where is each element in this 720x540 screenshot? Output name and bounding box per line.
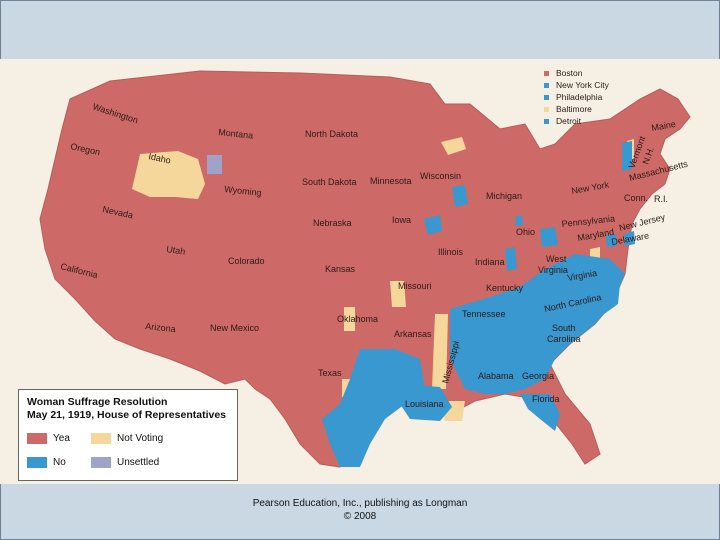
legend: Woman Suffrage Resolution May 21, 1919, … <box>18 389 238 481</box>
label-indiana: Indiana <box>475 257 505 267</box>
city-key: Boston New York City Philadelphia Baltim… <box>544 67 609 127</box>
legend-swatch <box>27 433 47 444</box>
no-regions <box>322 141 635 467</box>
legend-label: Unsettled <box>117 457 160 468</box>
legend-label: Yea <box>53 433 70 444</box>
label-louisiana: Louisiana <box>405 399 444 409</box>
label-kentucky: Kentucky <box>486 283 524 293</box>
nyc-no <box>624 231 635 246</box>
city-label: Boston <box>556 68 583 78</box>
legend-swatch <box>91 433 111 444</box>
city-label: New York City <box>556 80 609 90</box>
philadelphia-no <box>606 234 617 247</box>
legend-swatch <box>27 457 47 468</box>
city-label: Detroit <box>556 116 582 126</box>
label-south-dakota: South Dakota <box>302 177 357 187</box>
city-swatch <box>544 70 549 76</box>
city-swatch <box>544 118 549 124</box>
label-rhode-island: R.I. <box>654 194 668 204</box>
legend-swatch <box>91 457 111 468</box>
michigan-not-voting <box>441 137 466 155</box>
ohio-no <box>540 227 558 247</box>
city-label: Philadelphia <box>556 92 603 102</box>
north-carolina-no <box>545 281 620 329</box>
label-tennessee: Tennessee <box>462 309 506 319</box>
oklahoma-not-voting <box>344 307 355 331</box>
city-key-row: New York City <box>544 79 609 91</box>
city-label: Baltimore <box>556 104 592 114</box>
map-panel: Washington Oregon California Nevada Idah… <box>0 59 720 484</box>
label-texas: Texas <box>318 368 342 378</box>
label-florida: Florida <box>532 394 560 404</box>
label-kansas: Kansas <box>325 264 356 274</box>
legend-item-unsettled: Unsettled <box>91 457 159 468</box>
city-key-row: Baltimore <box>544 103 609 115</box>
label-wyoming: Wyoming <box>224 184 262 198</box>
indiana-no <box>505 247 517 271</box>
detroit-no <box>515 215 523 226</box>
label-georgia: Georgia <box>522 371 554 381</box>
label-illinois: Illinois <box>438 247 464 257</box>
legend-title-line1: Woman Suffrage Resolution <box>27 396 168 408</box>
label-montana: Montana <box>218 127 254 141</box>
label-wisconsin: Wisconsin <box>420 171 461 181</box>
legend-title: Woman Suffrage Resolution May 21, 1919, … <box>27 396 226 422</box>
legend-item-yea: Yea <box>27 433 70 444</box>
legend-label: No <box>53 457 66 468</box>
label-arizona: Arizona <box>145 321 176 334</box>
city-swatch <box>544 94 549 100</box>
legend-item-not-voting: Not Voting <box>91 433 163 444</box>
label-missouri: Missouri <box>398 281 432 291</box>
city-swatch <box>544 82 549 88</box>
label-utah: Utah <box>166 244 186 257</box>
wisconsin-no <box>452 185 468 207</box>
label-ohio: Ohio <box>516 227 535 237</box>
label-minnesota: Minnesota <box>370 176 412 186</box>
missouri-not-voting <box>390 281 406 307</box>
label-michigan: Michigan <box>486 191 522 201</box>
label-south-carolina-2: Carolina <box>547 334 581 344</box>
label-maine: Maine <box>651 119 677 133</box>
label-oklahoma: Oklahoma <box>337 314 378 324</box>
legend-title-line2: May 21, 1919, House of Representatives <box>27 409 227 421</box>
legend-label: Not Voting <box>117 433 164 444</box>
legend-item-no: No <box>27 457 66 468</box>
label-west-virginia-2: Virginia <box>538 265 568 275</box>
label-alabama: Alabama <box>478 371 514 381</box>
label-north-dakota: North Dakota <box>305 129 358 139</box>
wyoming-unsettled <box>207 155 222 174</box>
city-key-row: Boston <box>544 67 609 79</box>
florida-no <box>520 394 560 431</box>
us-map: Washington Oregon California Nevada Idah… <box>39 70 691 468</box>
louisiana-no <box>400 384 452 421</box>
credit-line-1: Pearson Education, Inc., publishing as L… <box>252 498 468 509</box>
mississippi-not-voting <box>432 314 448 389</box>
credit-line-2: © 2008 <box>343 511 377 522</box>
label-idaho: Idaho <box>148 151 172 165</box>
label-iowa: Iowa <box>392 215 411 225</box>
idaho-not-voting <box>132 151 205 199</box>
city-key-row: Philadelphia <box>544 91 609 103</box>
label-connecticut: Conn. <box>624 193 648 203</box>
label-new-mexico: New Mexico <box>210 323 259 333</box>
iowa-no <box>424 215 442 235</box>
city-swatch <box>544 106 549 112</box>
label-nebraska: Nebraska <box>313 218 352 228</box>
texas-no <box>322 349 425 467</box>
new-york-no <box>622 141 632 171</box>
label-colorado: Colorado <box>228 256 265 266</box>
label-west-virginia-1: West <box>546 254 567 264</box>
label-south-carolina-1: South <box>552 323 576 333</box>
label-arkansas: Arkansas <box>394 329 432 339</box>
city-key-row: Detroit <box>544 115 609 127</box>
